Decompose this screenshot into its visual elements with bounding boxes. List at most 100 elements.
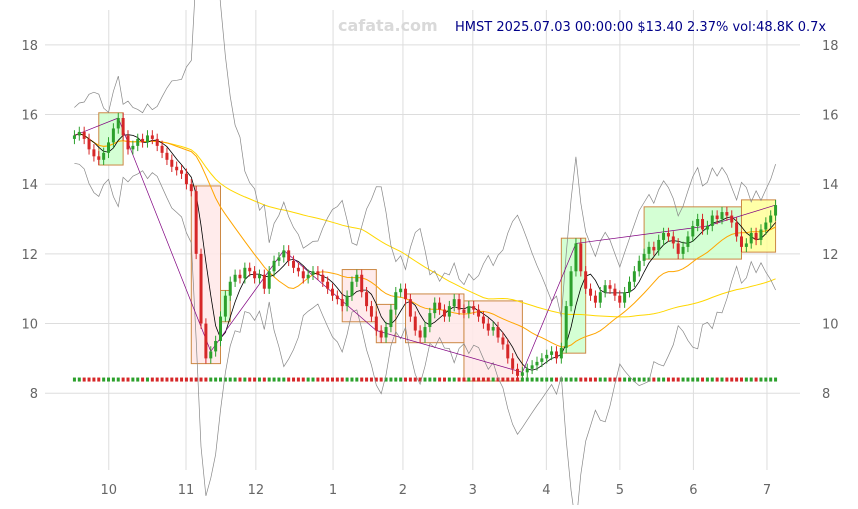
candle-body bbox=[686, 236, 690, 247]
volume-bar bbox=[418, 377, 422, 382]
candle-body bbox=[311, 271, 315, 275]
volume-bar bbox=[593, 377, 597, 382]
band-lower-line bbox=[74, 162, 776, 509]
volume-bar bbox=[165, 377, 169, 382]
volume-bar bbox=[574, 377, 578, 382]
volume-bar bbox=[321, 377, 325, 382]
trend-line bbox=[117, 117, 212, 352]
volume-bar bbox=[438, 377, 442, 382]
candle-body bbox=[481, 316, 485, 324]
volume-bar bbox=[579, 377, 583, 382]
candle-body bbox=[467, 306, 471, 314]
volume-bar bbox=[486, 377, 490, 382]
volume-bar bbox=[564, 377, 568, 382]
x-tick-label: 10 bbox=[100, 483, 117, 498]
candle-body bbox=[277, 257, 281, 261]
volume-bar bbox=[404, 377, 408, 382]
candle-body bbox=[408, 299, 412, 317]
x-tick-label: 2 bbox=[399, 483, 407, 498]
volume-bar bbox=[423, 377, 427, 382]
x-tick-label: 3 bbox=[469, 483, 477, 498]
y-tick-label-right: 8 bbox=[822, 387, 830, 402]
volume-bar bbox=[369, 377, 373, 382]
candle-body bbox=[710, 215, 714, 226]
volume-bar bbox=[77, 377, 81, 382]
volume-bar bbox=[589, 377, 593, 382]
volume-bar bbox=[233, 377, 237, 382]
volume-bar bbox=[175, 377, 179, 382]
x-axis-ticks: 10 11 12 1 2 3 4 5 6 7 bbox=[100, 483, 771, 498]
volume-bar bbox=[248, 377, 252, 382]
volume-bar bbox=[569, 377, 573, 382]
volume-bar bbox=[535, 377, 539, 382]
candle-body bbox=[374, 316, 378, 331]
candle-body bbox=[136, 138, 140, 146]
candle-body bbox=[111, 128, 115, 143]
candle-body bbox=[282, 250, 286, 258]
volume-bar bbox=[272, 377, 276, 382]
candle-body bbox=[199, 253, 203, 324]
candle-body bbox=[540, 358, 544, 362]
candle-body bbox=[428, 313, 432, 328]
candle-body bbox=[623, 292, 627, 303]
candle-body bbox=[301, 271, 305, 279]
candle-body bbox=[330, 288, 334, 296]
x-tick-label: 12 bbox=[248, 483, 265, 498]
volume-bar bbox=[121, 377, 125, 382]
candle-body bbox=[559, 347, 563, 359]
ma-long-line bbox=[74, 133, 776, 318]
volume-bar bbox=[525, 377, 529, 382]
volume-bar bbox=[204, 377, 208, 382]
volume-bar bbox=[102, 377, 106, 382]
volume-bar bbox=[686, 377, 690, 382]
candle-body bbox=[170, 159, 174, 167]
candle-body bbox=[253, 271, 257, 279]
volume-bar bbox=[642, 377, 646, 382]
volume-bar bbox=[330, 377, 334, 382]
candle-body bbox=[564, 306, 568, 348]
volume-bar bbox=[467, 377, 471, 382]
y-tick-label-left: 18 bbox=[21, 39, 38, 54]
candle-body bbox=[613, 288, 617, 296]
volume-bar bbox=[749, 377, 753, 382]
candle-body bbox=[413, 316, 417, 331]
volume-bar bbox=[131, 377, 135, 382]
candle-body bbox=[116, 118, 120, 129]
candle-body bbox=[554, 351, 558, 359]
y-tick-label-left: 14 bbox=[21, 178, 38, 193]
candle-body bbox=[720, 212, 724, 220]
volume-bar bbox=[282, 377, 286, 382]
candle-body bbox=[384, 327, 388, 338]
volume-bar bbox=[379, 377, 383, 382]
candle-body bbox=[257, 274, 261, 279]
volume-bar bbox=[287, 377, 291, 382]
volume-bar bbox=[350, 377, 354, 382]
volume-bar bbox=[394, 377, 398, 382]
candle-body bbox=[647, 246, 651, 254]
candle-body bbox=[447, 306, 451, 317]
watermark: cafata.com bbox=[338, 16, 438, 35]
volume-bar bbox=[126, 377, 130, 382]
candle-body bbox=[233, 274, 237, 282]
candle-body bbox=[666, 232, 670, 237]
volume-bar bbox=[399, 377, 403, 382]
volume-bar bbox=[725, 377, 729, 382]
volume-bar bbox=[326, 377, 330, 382]
volume-bar bbox=[506, 377, 510, 382]
volume-bar bbox=[87, 377, 91, 382]
y-tick-label-right: 18 bbox=[822, 39, 839, 54]
y-tick-label-left: 8 bbox=[30, 387, 38, 402]
candle-body bbox=[184, 173, 188, 185]
volume-bar bbox=[550, 377, 554, 382]
volume-bar bbox=[170, 377, 174, 382]
candle-body bbox=[671, 236, 675, 244]
volume-bar bbox=[345, 377, 349, 382]
candle-body bbox=[350, 281, 354, 296]
candle-body bbox=[355, 274, 359, 282]
volume-bar bbox=[194, 377, 198, 382]
volume-bar bbox=[335, 377, 339, 382]
candle-body bbox=[550, 351, 554, 355]
candle-body bbox=[404, 288, 408, 300]
candle-body bbox=[155, 138, 159, 146]
